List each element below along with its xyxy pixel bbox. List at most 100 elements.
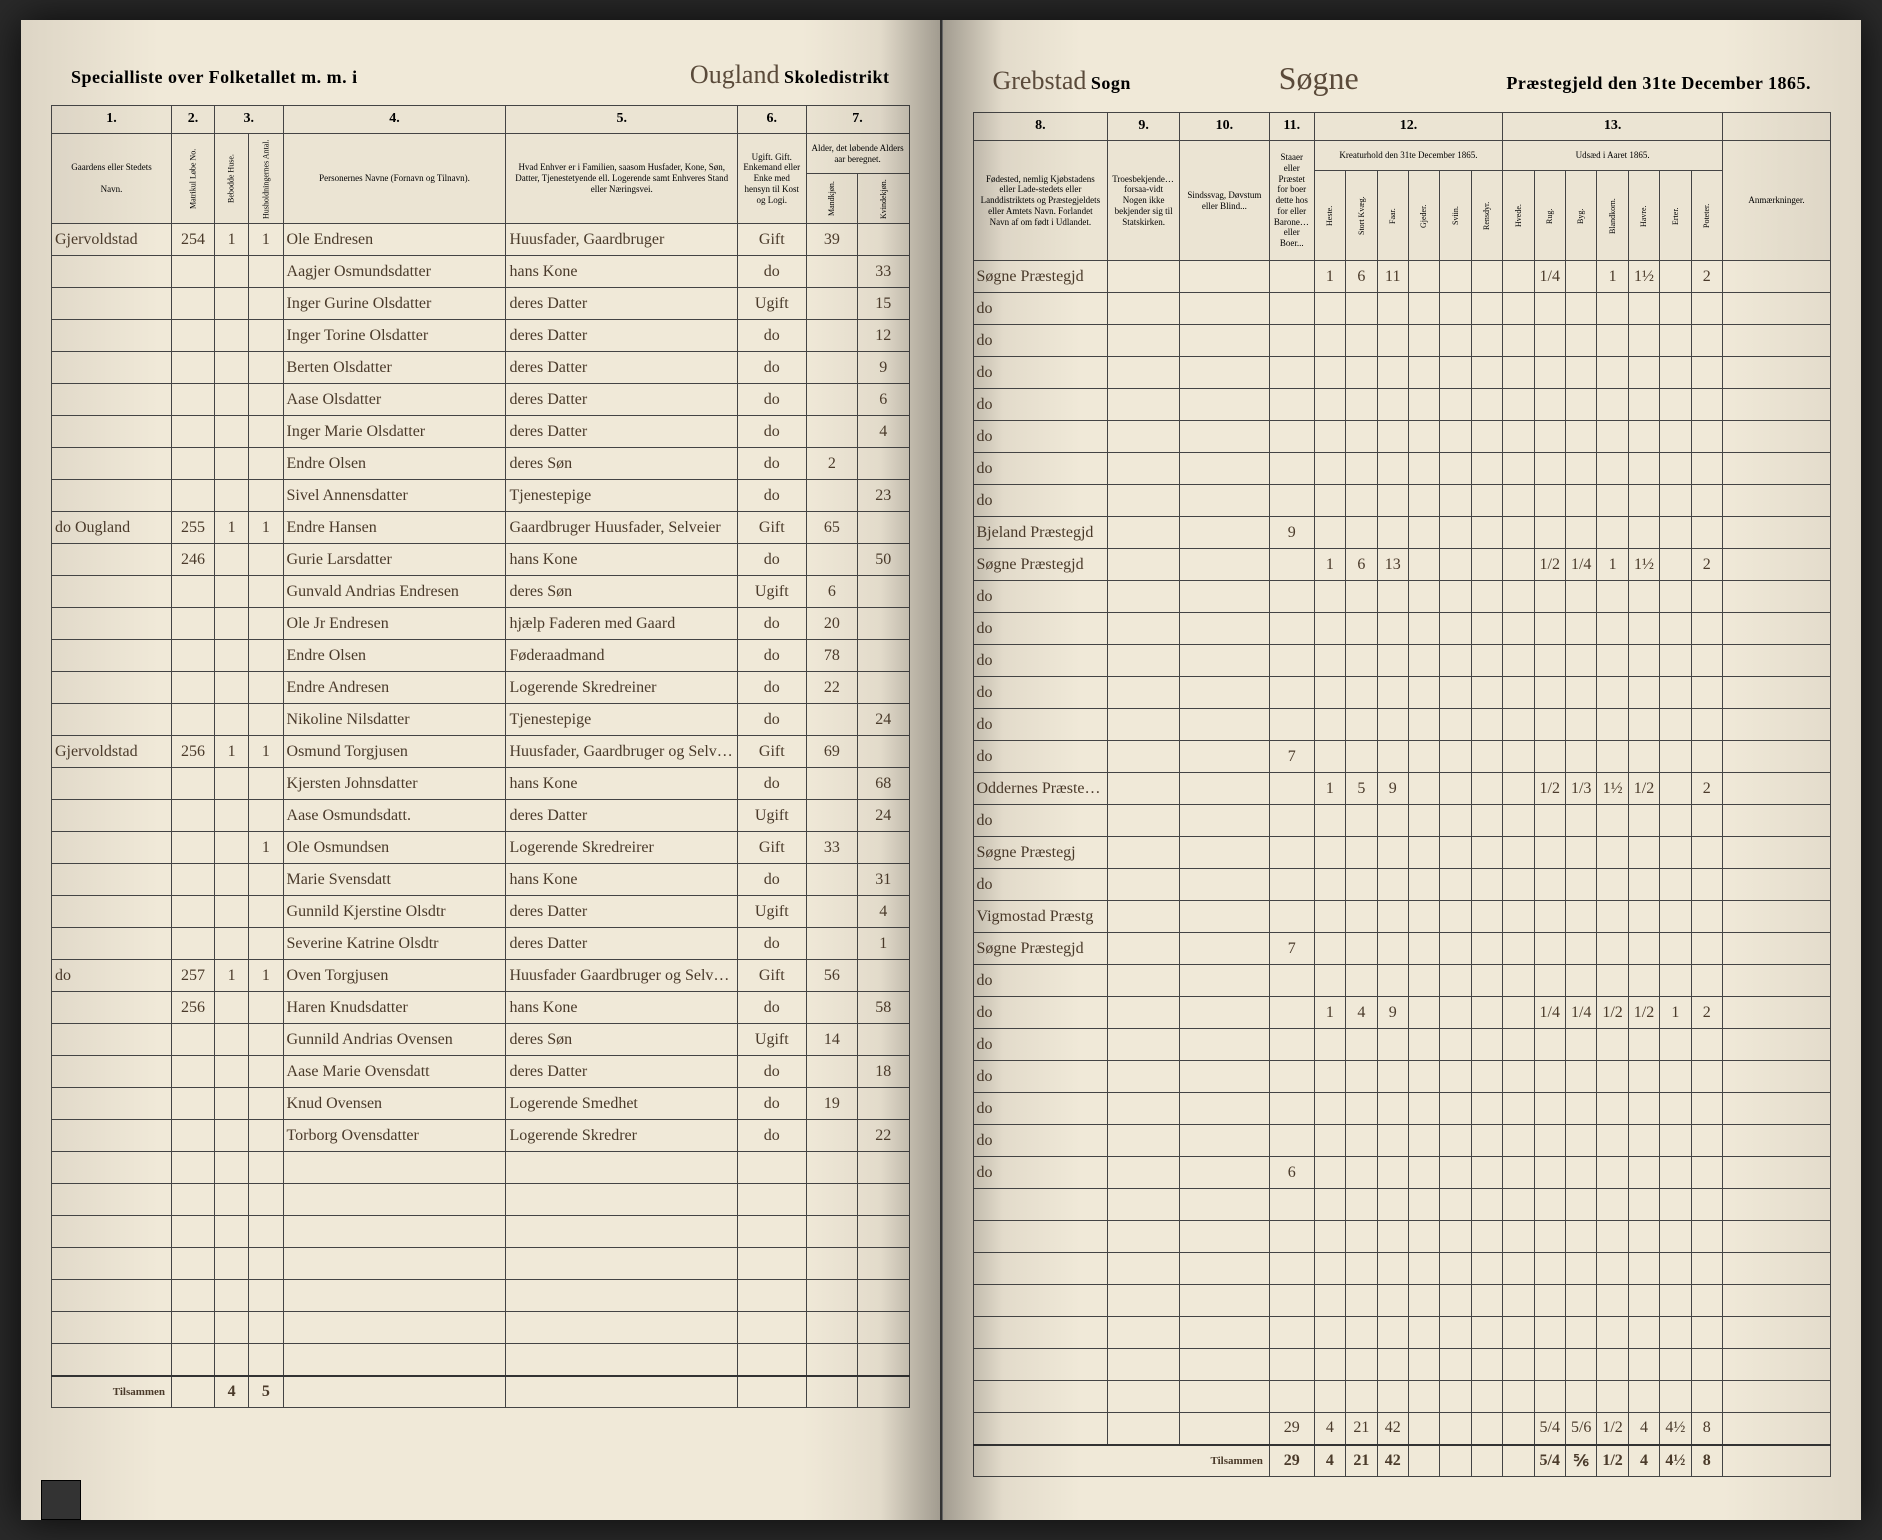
cell-hus (214, 256, 248, 288)
cell-kr-0 (1314, 805, 1345, 837)
table-row: Berten Olsdatterderes Datterdo9 (52, 352, 910, 384)
cell-ud-1 (1534, 741, 1565, 773)
cell-kr-5 (1471, 1157, 1502, 1189)
totals-kr-4 (1440, 1445, 1471, 1477)
table-row: Søgne Præstegj (973, 837, 1831, 869)
totals-ud-4: 4 (1628, 1445, 1659, 1477)
cell-ud-6 (1691, 837, 1722, 869)
cell-role: Tjenestepige (506, 704, 738, 736)
table-row: Søgne Præstegjd16131/21/411½2 (973, 549, 1831, 581)
cell-remarks (1723, 485, 1831, 517)
cell-disability (1180, 1029, 1270, 1061)
cell-farm (52, 608, 172, 640)
cell-farm (52, 928, 172, 960)
cell-role: Logerende Skredreirer (506, 832, 738, 864)
cell-ud-6 (1691, 1157, 1722, 1189)
col-head-matrno: Matrikul Løbe No. (172, 134, 215, 224)
cell-ud-2 (1565, 421, 1596, 453)
cell-farm (52, 864, 172, 896)
cell-ud-3: 1½ (1597, 773, 1628, 805)
table-row: Inger Marie Olsdatterderes Datterdo4 (52, 416, 910, 448)
cell-farm (52, 832, 172, 864)
cell-11 (1269, 677, 1314, 709)
cell-remarks (1723, 517, 1831, 549)
cell-stat: do (738, 320, 807, 352)
cell-name: Torborg Ovensdatter (283, 1120, 506, 1152)
cell-remarks (1723, 709, 1831, 741)
cell-hus (214, 800, 248, 832)
cell-11 (1269, 581, 1314, 613)
cell-name: Osmund Torgjusen (283, 736, 506, 768)
cell-name: Aase Osmundsdatt. (283, 800, 506, 832)
totals-kr-2: 42 (1377, 1445, 1408, 1477)
header-printed-1: Specialliste over Folketallet m. m. i (71, 67, 358, 88)
cell-remarks (1723, 741, 1831, 773)
cell-remarks (1723, 1093, 1831, 1125)
cell-remarks (1723, 805, 1831, 837)
cell-11: 7 (1269, 933, 1314, 965)
table-row: 256Haren Knudsdatterhans Konedo58 (52, 992, 910, 1024)
cell-age-m (806, 704, 857, 736)
cell-role: hans Kone (506, 864, 738, 896)
cell-hus (214, 704, 248, 736)
cell-mno (172, 896, 215, 928)
cell-ud-1 (1534, 613, 1565, 645)
cell-ud-4 (1628, 1125, 1659, 1157)
cell-religion (1108, 1093, 1180, 1125)
table-row: do (973, 645, 1831, 677)
cell-remarks (1723, 389, 1831, 421)
cell-hh (249, 608, 283, 640)
cell-kr-1 (1346, 293, 1377, 325)
cell-mno (172, 288, 215, 320)
cell-kr-1 (1346, 325, 1377, 357)
col-head-role: Hvad Enhver er i Familien, saasom Husfad… (506, 134, 738, 224)
col-num-remarks (1723, 113, 1831, 141)
cell-ud-6 (1691, 741, 1722, 773)
cell-ud-5 (1660, 357, 1691, 389)
cell-role: deres Datter (506, 896, 738, 928)
cell-kr-1 (1346, 421, 1377, 453)
cell-stat: Gift (738, 736, 807, 768)
cell-age-m (806, 864, 857, 896)
cell-hus (214, 1088, 248, 1120)
cell-ud-1 (1534, 485, 1565, 517)
cell-hh: 1 (249, 832, 283, 864)
cell-ud-2 (1565, 581, 1596, 613)
cell-stat: Ugift (738, 576, 807, 608)
cell-hh (249, 480, 283, 512)
ud-erter: Erter. (1660, 171, 1691, 261)
table-row: Vigmostad Præstg (973, 901, 1831, 933)
col-num-6: 6. (738, 106, 807, 134)
cell-role: deres Datter (506, 800, 738, 832)
cell-ud-6 (1691, 677, 1722, 709)
cell-kr-0 (1314, 933, 1345, 965)
cell-ud-5 (1660, 1061, 1691, 1093)
cell-ud-3 (1597, 1029, 1628, 1061)
cell-stat: Ugift (738, 288, 807, 320)
cell-disability (1180, 1093, 1270, 1125)
cell-kr-4 (1440, 933, 1471, 965)
cell-ud-3 (1597, 901, 1628, 933)
table-row: Aase Osmundsdatt.deres DatterUgift24 (52, 800, 910, 832)
cell-11 (1269, 1061, 1314, 1093)
cell-farm (52, 800, 172, 832)
table-row: do (973, 293, 1831, 325)
cell-kr-5 (1471, 293, 1502, 325)
cell-ud-1 (1534, 581, 1565, 613)
table-row: Gunvald Andrias Endresenderes SønUgift6 (52, 576, 910, 608)
cell-mno (172, 640, 215, 672)
left-page-header: Specialliste over Folketallet m. m. i Ou… (51, 60, 910, 90)
cell-ud-6 (1691, 805, 1722, 837)
cell-role: deres Datter (506, 352, 738, 384)
cell-name: Ole Jr Endresen (283, 608, 506, 640)
cell-ud-4 (1628, 645, 1659, 677)
cell-hh (249, 1024, 283, 1056)
table-row: Bjeland Præstegjd9 (973, 517, 1831, 549)
cell-name: Sivel Annensdatter (283, 480, 506, 512)
cell-ud-1: 1/2 (1534, 773, 1565, 805)
cell-ud-4 (1628, 517, 1659, 549)
cell-11 (1269, 357, 1314, 389)
totals-label: Tilsammen (52, 1376, 172, 1408)
cell-role: deres Datter (506, 1056, 738, 1088)
table-row: Aase Olsdatterderes Datterdo6 (52, 384, 910, 416)
